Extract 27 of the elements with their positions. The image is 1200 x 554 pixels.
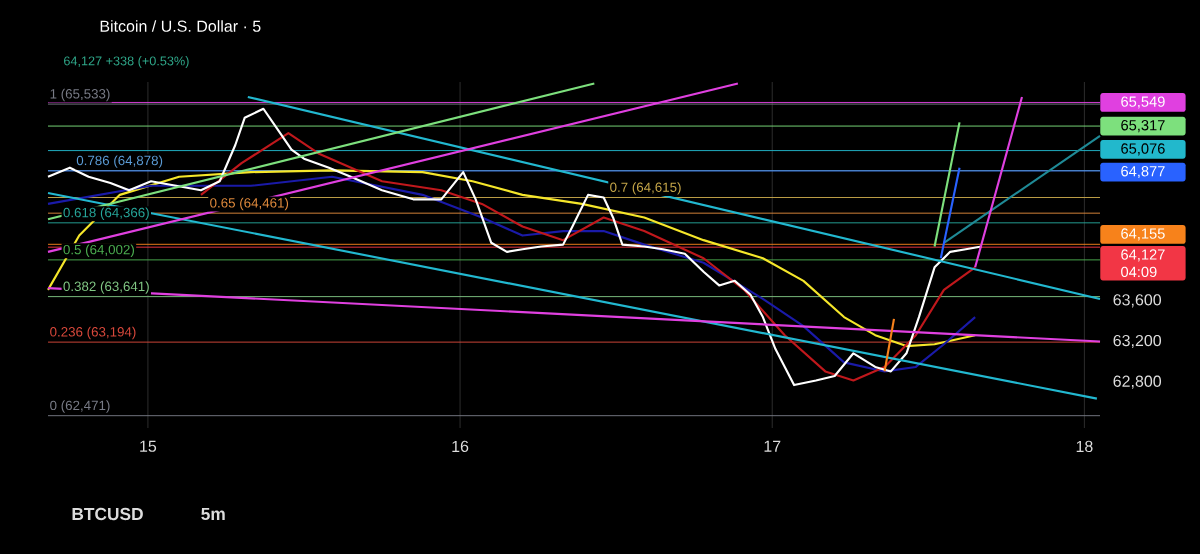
ref-line-label: 0 (62,471) (50, 400, 110, 413)
ref-line-label: 0.236 (63,194) (50, 326, 136, 340)
ref-line-label: 0.786 (64,878) (76, 155, 163, 168)
ref-line-label: 65,076 (1121, 143, 1165, 156)
ref-line-label: 64,155 (1121, 228, 1165, 241)
ref-line-label: 64,127 (1121, 249, 1165, 262)
y-tick-label: 62,800 (1113, 375, 1162, 389)
x-tick-label: 18 (1076, 440, 1093, 453)
ref-line-label: 0.65 (64,461) (210, 197, 289, 211)
y-tick-label: 63,200 (1113, 334, 1162, 349)
ref-line-label: 65,549 (1121, 96, 1165, 109)
text: 04:09 (1121, 266, 1157, 278)
ref-line-label: 0.5 (64,002) (63, 244, 134, 257)
ref-line-label: 0.618 (64,366) (63, 207, 149, 220)
text: BTCUSD (72, 507, 143, 521)
text: 5m (201, 507, 225, 521)
x-tick-label: 16 (452, 440, 469, 453)
ref-line-label: 65,317 (1121, 120, 1165, 133)
ref-line-label: 64,877 (1121, 166, 1165, 179)
ref-line-label: 0.382 (63,641) (63, 281, 149, 294)
x-tick-label: 15 (140, 440, 157, 452)
x-tick-label: 17 (764, 440, 781, 452)
ref-line-label: 1 (65,533) (50, 88, 110, 102)
chart-subtitle: 64,127 +338 (+0.53%) (64, 56, 189, 68)
chart-title: Bitcoin / U.S. Dollar · 5 (100, 20, 261, 32)
y-tick-label: 63,600 (1113, 294, 1162, 308)
ref-line-label: 0.7 (64,615) (610, 182, 681, 195)
